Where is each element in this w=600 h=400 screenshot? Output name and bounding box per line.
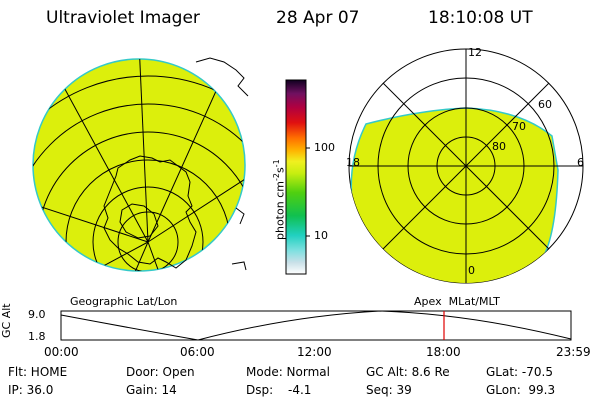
altitude-ytick-high: 9.0 <box>28 308 46 321</box>
time-tick-0600: 06:00 <box>180 345 215 359</box>
time-label: 18:10:08 UT <box>428 8 533 28</box>
gain-value: Gain: 14 <box>126 383 177 397</box>
geographic-latitude: GLat: -70.5 <box>486 365 553 379</box>
mlt-label-0: 0 <box>468 264 475 277</box>
altitude-plot <box>60 310 572 341</box>
mlat-label-80: 80 <box>492 140 506 153</box>
mlt-label-6: 6 <box>577 156 584 169</box>
altitude-ylabel: GC Alt <box>0 303 13 338</box>
sequence-number: Seq: 39 <box>366 383 412 397</box>
mlat-label-60: 60 <box>538 98 552 111</box>
colorbar-unit-label: photon cm-2s-1 <box>272 159 287 240</box>
geographic-longitude: GLon: 99.3 <box>486 383 556 397</box>
colorbar-tick-10: 10 <box>314 229 328 242</box>
flight-status: Flt: HOME <box>8 365 68 379</box>
mlat-mlt-plot <box>348 48 584 284</box>
dsp-label: Dsp: <box>246 383 274 397</box>
polar-grid <box>349 49 583 283</box>
colorbar-scale <box>285 79 307 275</box>
colorbar-tick-100: 100 <box>314 141 335 154</box>
time-tick-1800: 18:00 <box>426 345 461 359</box>
colorbar <box>285 79 310 275</box>
altitude-curve <box>60 310 572 341</box>
dsp-value: -4.1 <box>288 383 312 397</box>
left-panel-label: Geographic Lat/Lon <box>70 295 178 308</box>
aurora-image-right <box>350 107 559 283</box>
gc-altitude: GC Alt: 8.6 Re <box>366 365 450 379</box>
door-status: Door: Open <box>126 365 195 379</box>
continent-outline <box>103 155 197 269</box>
altitude-ytick-low: 1.8 <box>28 330 46 343</box>
date-label: 28 Apr 07 <box>276 8 360 28</box>
ip-value: IP: 36.0 <box>8 383 54 397</box>
time-tick-0000: 00:00 <box>44 345 79 359</box>
time-tick-1200: 12:00 <box>297 345 332 359</box>
geographic-image <box>32 57 249 272</box>
mlt-label-18: 18 <box>346 156 360 169</box>
mlt-label-12: 12 <box>468 46 482 59</box>
right-panel-label: Apex MLat/MLT <box>414 295 500 308</box>
mlat-label-70: 70 <box>512 120 526 133</box>
instrument-title: Ultraviolet Imager <box>46 8 200 28</box>
time-tick-2359: 23:59 <box>556 345 591 359</box>
mode-status: Mode: Normal <box>246 365 330 379</box>
